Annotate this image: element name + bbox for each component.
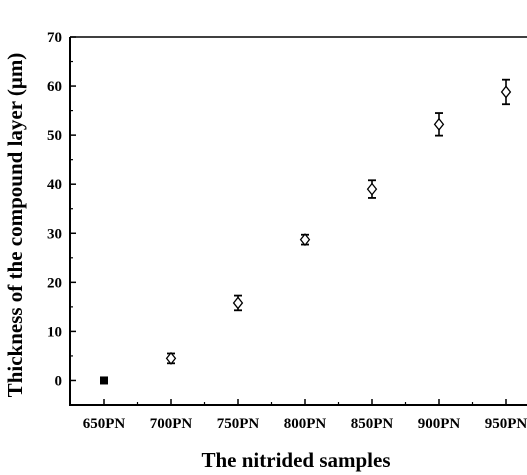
x-axis-title: The nitrided samples <box>201 448 390 472</box>
y-tick-label: 30 <box>47 226 62 242</box>
data-point <box>366 182 378 196</box>
x-tick-label: 950PN <box>485 416 527 432</box>
x-tick-label: 800PN <box>284 416 327 432</box>
y-tick-label: 50 <box>47 128 62 144</box>
y-tick-label: 0 <box>55 373 63 389</box>
x-tick-label: 700PN <box>150 416 193 432</box>
x-tick-label: 650PN <box>83 416 126 432</box>
y-tick-label: 40 <box>47 177 62 193</box>
data-point <box>232 296 244 310</box>
y-tick-label: 70 <box>47 30 62 46</box>
x-tick-label: 750PN <box>217 416 260 432</box>
x-tick-label: 850PN <box>351 416 394 432</box>
x-tick-label: 900PN <box>418 416 461 432</box>
data-point <box>165 351 177 365</box>
data-point <box>299 233 311 247</box>
y-tick-label: 20 <box>47 275 62 291</box>
y-tick-label: 10 <box>47 324 62 340</box>
y-axis-title: Thickness of the compound layer (μm) <box>3 53 27 398</box>
y-tick-label: 60 <box>47 79 62 95</box>
data-point <box>500 85 512 99</box>
data-point <box>100 376 108 385</box>
data-point <box>433 117 445 131</box>
